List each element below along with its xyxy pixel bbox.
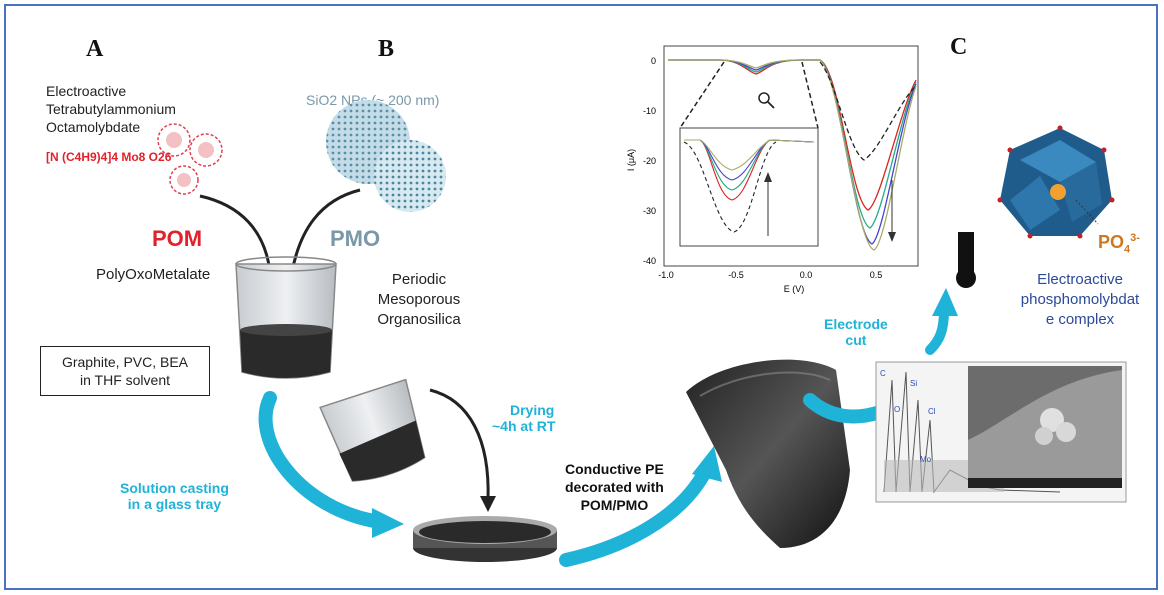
eds-label-cl: Cl — [928, 407, 936, 416]
y-tick-0: 0 — [651, 56, 656, 66]
pom-label: POM — [152, 226, 203, 251]
y-axis-label: I (μA) — [626, 149, 636, 171]
x-tick-m10: -1.0 — [658, 270, 674, 280]
solvent-box: Graphite, PVC, BEA in THF solvent — [40, 346, 210, 396]
pom-formula: [N (C4H9)4]4 Mo8 O26 — [46, 150, 172, 164]
drying-label: Drying ~4h at RT — [492, 402, 556, 434]
petri-dish-icon — [413, 516, 557, 562]
eds-spectrum-panel: C O Si Cl Mo — [875, 361, 1127, 503]
pmo-nanoparticle-icon — [326, 100, 446, 212]
figure-frame — [4, 4, 1158, 590]
x-tick-00: 0.0 — [800, 270, 813, 280]
cut-label: Electrode cut — [824, 316, 888, 348]
pe-label: Conductive PE decorated with POM/PMO — [565, 461, 664, 513]
zoom-icon — [758, 92, 770, 104]
voltammogram-panel: 0 -10 -20 -30 -40 I (μA) -1.0 -0.5 0.0 0… — [626, 45, 919, 294]
y-tick-30: -30 — [643, 206, 656, 216]
panel-label-b: B — [378, 36, 395, 62]
pom-fullname: PolyOxoMetalate — [96, 266, 211, 283]
phosphomolybdate-complex-icon — [997, 125, 1115, 239]
x-axis-label: E (V) — [784, 284, 805, 294]
eds-label-c: C — [880, 369, 886, 378]
pouring-beaker-icon — [319, 378, 426, 482]
x-tick-05: 0.5 — [870, 270, 883, 280]
complex-label: Electroactive phosphomolybdat e complex — [1020, 271, 1140, 328]
pmo-fullname: Periodic Mesoporous Organosilica — [377, 271, 461, 328]
beaker-icon — [235, 256, 337, 379]
panel-label-c: C — [950, 34, 968, 60]
panel-label-a: A — [86, 36, 104, 62]
phosphate-ion: PO43- — [1098, 232, 1140, 256]
casting-label: Solution casting in a glass tray — [120, 480, 229, 512]
y-tick-20: -20 — [643, 156, 656, 166]
x-tick-m05: -0.5 — [728, 270, 744, 280]
electrode-icon — [956, 232, 976, 288]
pom-molecule-icon — [157, 123, 223, 195]
pmo-label: PMO — [330, 226, 381, 251]
eds-label-mo: Mo — [920, 455, 932, 464]
pmo-particles: SiO2 NPs (~ 200 nm) — [306, 92, 440, 108]
voltammogram-inset — [679, 127, 819, 247]
pom-description: Electroactive Tetrabutylammonium Octamol… — [46, 83, 176, 135]
y-tick-40: -40 — [643, 256, 656, 266]
eds-label-si: Si — [910, 379, 917, 388]
eds-label-o: O — [894, 405, 900, 414]
y-tick-10: -10 — [643, 106, 656, 116]
